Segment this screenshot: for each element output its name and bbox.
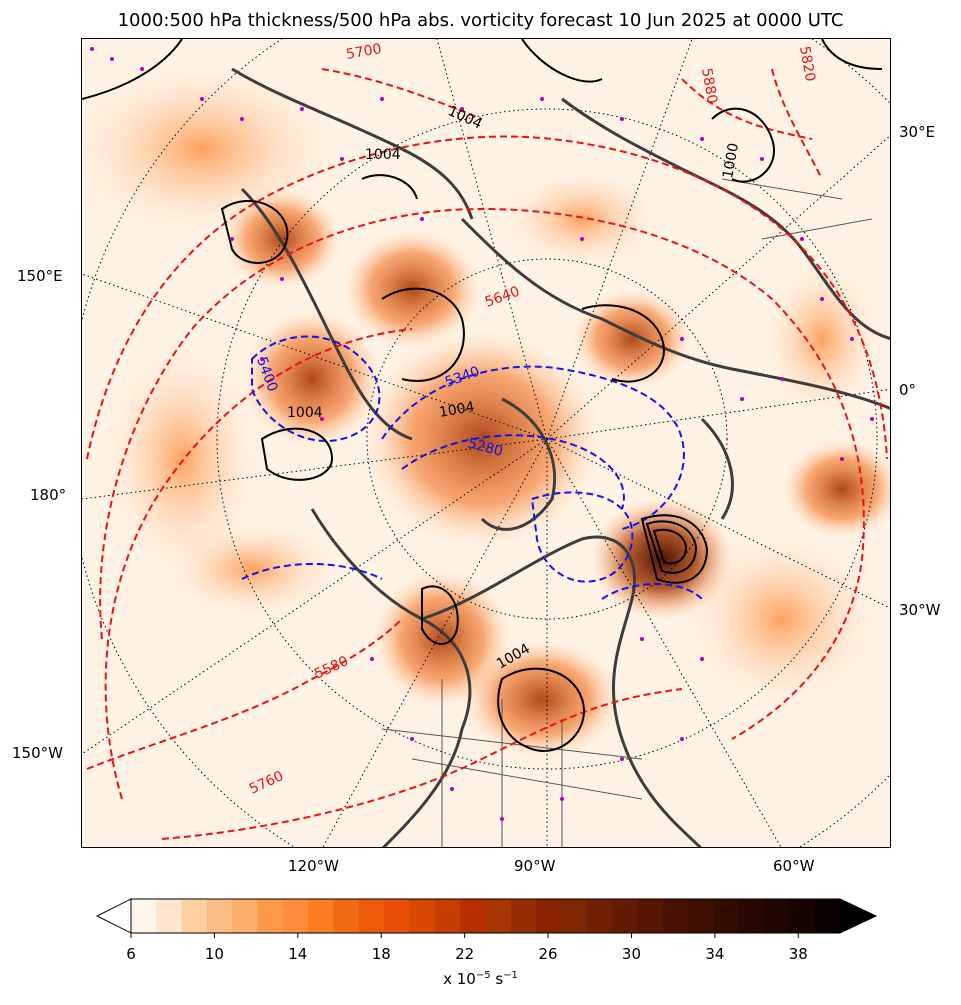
- lon-label-right: 0°: [899, 381, 917, 399]
- thickness-contours-blue: [241, 335, 703, 600]
- lon-label-bottom: 120°W: [288, 857, 339, 875]
- colorbar-cell: [460, 899, 487, 933]
- colorbar-cell: [257, 899, 284, 933]
- colorbar-cell: [764, 899, 790, 933]
- lon-label-right: 30°W: [899, 601, 941, 619]
- colorbar-cell: [384, 899, 411, 933]
- colorbar-cell: [206, 899, 233, 933]
- colorbar-cell: [308, 899, 335, 933]
- contour-label: 5820: [796, 45, 818, 83]
- colorbar-tick-label: 18: [371, 945, 391, 963]
- colorbar-cell: [789, 899, 816, 933]
- lon-label-right: 30°E: [899, 123, 936, 141]
- colorbar: [95, 898, 878, 938]
- contour-label: 5880: [698, 67, 720, 105]
- colorbar-cell: [637, 899, 664, 933]
- colorbar-tick-label: 6: [126, 945, 136, 963]
- colorbar-cell: [738, 899, 765, 933]
- colorbar-tick-label: 34: [705, 945, 725, 963]
- colorbar-cell: [561, 899, 588, 933]
- colorbar-tick-label: 10: [204, 945, 224, 963]
- map-title: 1000:500 hPa thickness/500 hPa abs. vort…: [117, 10, 844, 31]
- thickness-contours-red: [86, 68, 888, 840]
- lon-label-left: 150°E: [17, 267, 63, 285]
- colorbar-cell: [156, 899, 183, 933]
- colorbar-cell: [434, 899, 461, 933]
- colorbar-cell: [131, 899, 157, 933]
- colorbar-outline: [130, 898, 841, 934]
- contour-label: 1004: [287, 405, 323, 421]
- colorbar-cell: [662, 899, 689, 933]
- colorbar-tick-label: 14: [288, 945, 308, 963]
- colorbar-cell: [536, 899, 563, 933]
- colorbar-tick-label: 38: [788, 945, 808, 963]
- vorticity-shading: [82, 39, 890, 847]
- station-markers: [90, 47, 874, 821]
- contour-label: 5700: [345, 41, 383, 63]
- lon-label-bottom: 90°W: [514, 857, 556, 875]
- colorbar-cell: [713, 899, 740, 933]
- colorbar-cell: [688, 899, 714, 933]
- colorbar-cells: [131, 899, 841, 933]
- colorbar-cell: [232, 899, 259, 933]
- lon-label-left: 150°W: [12, 744, 63, 762]
- colorbar-tick-label: 26: [538, 945, 558, 963]
- contour-label: 1004: [365, 147, 401, 163]
- lon-label-left: 180°: [30, 486, 67, 504]
- colorbar-min-extend: [95, 898, 132, 934]
- colorbar-cell: [282, 899, 309, 933]
- colorbar-max-extend: [839, 898, 878, 934]
- colorbar-cell: [612, 899, 639, 933]
- colorbar-cell: [181, 899, 208, 933]
- colorbar-cell: [358, 899, 385, 933]
- lon-label-bottom: 60°W: [773, 857, 815, 875]
- pressure-contours: [82, 39, 883, 752]
- map-canvas: 5700 5880 5820 5580 5760 5640 5400 5340 …: [82, 39, 890, 847]
- colorbar-tick-label: 22: [455, 945, 475, 963]
- colorbar-cell: [814, 899, 841, 933]
- colorbar-tick-label: 30: [621, 945, 642, 963]
- colorbar-cell: [485, 899, 512, 933]
- contour-label: 1000: [720, 142, 742, 180]
- graticule: [82, 39, 890, 847]
- colorbar-cell: [333, 899, 360, 933]
- contour-label: 1004: [438, 399, 476, 421]
- colorbar-unit-label: x 10−5 s−1: [443, 970, 518, 988]
- colorbar-cell: [409, 899, 436, 933]
- colorbar-ticks: [130, 933, 799, 938]
- map-panel: 5700 5880 5820 5580 5760 5640 5400 5340 …: [81, 38, 891, 848]
- colorbar-cell: [586, 899, 613, 933]
- colorbar-cell: [510, 899, 537, 933]
